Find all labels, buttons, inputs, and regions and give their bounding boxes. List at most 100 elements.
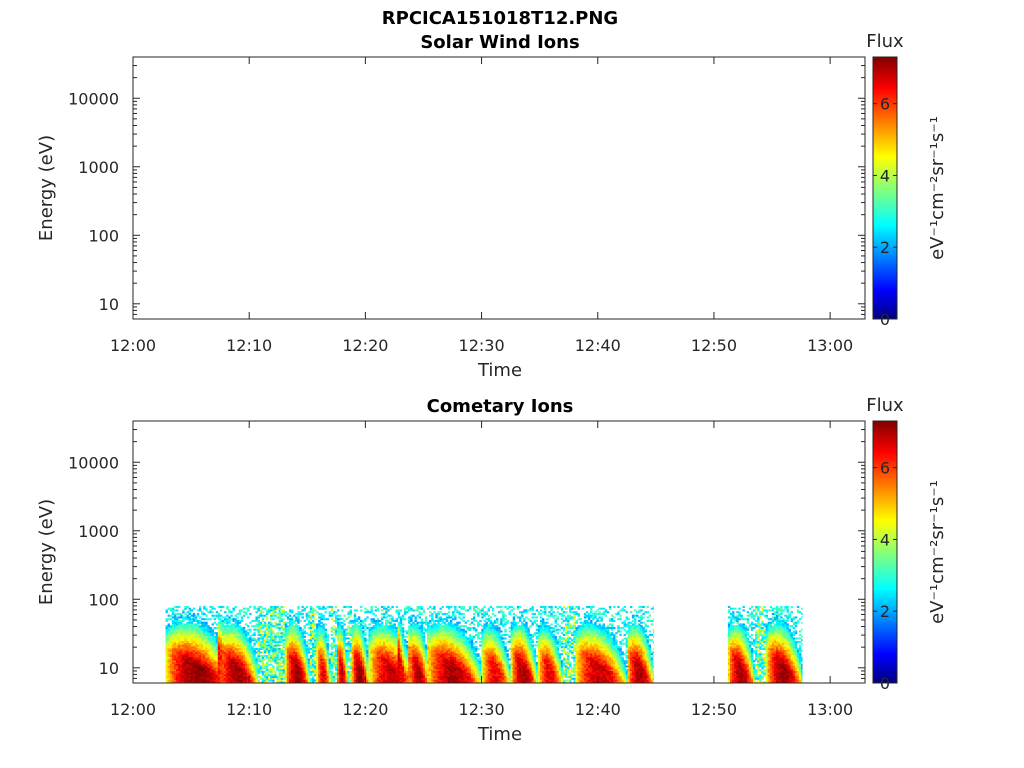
flux-cell — [337, 654, 340, 658]
flux-cell — [199, 616, 202, 619]
flux-cell — [330, 677, 334, 680]
flux-cell — [391, 665, 394, 668]
flux-cell — [196, 668, 200, 672]
flux-cell — [299, 635, 302, 638]
flux-cell — [255, 656, 258, 659]
spectrogram-data — [165, 605, 803, 684]
flux-cell — [433, 674, 436, 677]
flux-cell — [280, 677, 283, 680]
flux-cell — [280, 637, 283, 640]
flux-cell — [389, 644, 392, 647]
flux-cell — [406, 647, 409, 651]
flux-cell — [360, 653, 363, 656]
flux-cell — [385, 630, 388, 633]
flux-cell — [234, 658, 237, 661]
flux-cell — [383, 646, 386, 649]
flux-cell — [270, 632, 273, 635]
flux-cell — [180, 626, 183, 629]
flux-cell — [265, 632, 269, 635]
flux-cell — [203, 653, 206, 656]
flux-cell — [209, 637, 212, 640]
flux-cell — [393, 644, 396, 647]
flux-cell — [280, 660, 283, 663]
flux-cell — [242, 614, 246, 617]
flux-cell — [272, 632, 275, 635]
flux-cell — [309, 609, 313, 612]
flux-cell — [314, 639, 317, 642]
flux-cell — [215, 642, 219, 645]
flux-cell — [291, 675, 294, 679]
flux-cell — [203, 675, 206, 679]
flux-cell — [374, 677, 378, 680]
flux-cell — [184, 674, 187, 677]
flux-cell — [196, 639, 200, 642]
flux-cell — [299, 647, 302, 651]
flux-cell — [364, 607, 367, 610]
flux-cell — [247, 667, 250, 670]
flux-cell — [178, 653, 181, 656]
flux-cell — [406, 653, 409, 656]
flux-cell — [293, 647, 296, 651]
flux-cell — [328, 670, 332, 673]
flux-cell — [314, 672, 317, 675]
flux-cell — [445, 640, 449, 644]
flux-cell — [299, 668, 302, 672]
flux-cell — [301, 679, 304, 682]
flux-cell — [429, 626, 432, 629]
flux-cell — [364, 651, 367, 654]
flux-cell — [196, 637, 200, 640]
flux-cell — [224, 647, 227, 651]
flux-cell — [374, 675, 378, 679]
flux-cell — [332, 619, 336, 622]
flux-cell — [368, 639, 371, 642]
flux-cell — [376, 656, 380, 659]
flux-cell — [368, 646, 371, 649]
flux-cell — [293, 677, 296, 680]
flux-cell — [318, 619, 321, 622]
flux-cell — [441, 619, 444, 622]
flux-cell — [226, 628, 229, 631]
flux-cell — [378, 642, 382, 645]
flux-cell — [215, 635, 219, 638]
flux-cell — [426, 668, 430, 672]
flux-cell — [272, 639, 275, 642]
flux-cell — [167, 677, 171, 680]
flux-cell — [167, 667, 171, 670]
flux-cell — [175, 654, 179, 658]
flux-cell — [397, 644, 401, 647]
flux-cell — [192, 658, 196, 661]
flux-cell — [437, 651, 440, 654]
flux-cell — [378, 672, 382, 675]
flux-cell — [215, 663, 219, 666]
flux-cell — [209, 661, 212, 665]
flux-cell — [403, 607, 407, 610]
flux-cell — [180, 653, 183, 656]
flux-cell — [393, 660, 396, 663]
flux-cell — [257, 628, 260, 631]
flux-cell — [307, 621, 311, 624]
flux-cell — [374, 628, 378, 631]
flux-cell — [324, 660, 327, 663]
flux-cell — [372, 647, 375, 651]
flux-cell — [416, 654, 419, 658]
flux-cell — [326, 656, 329, 659]
flux-cell — [278, 675, 281, 679]
flux-cell — [268, 654, 271, 658]
flux-cell — [240, 677, 244, 680]
flux-cell — [431, 658, 434, 661]
flux-cell — [299, 632, 302, 635]
flux-cell — [435, 644, 438, 647]
flux-cell — [167, 670, 171, 673]
flux-cell — [364, 611, 367, 614]
flux-cell — [180, 651, 183, 654]
flux-cell — [215, 647, 219, 651]
flux-cell — [383, 656, 386, 659]
flux-cell — [322, 642, 325, 645]
flux-cell — [226, 661, 229, 665]
flux-cell — [192, 626, 196, 629]
flux-cell — [376, 668, 380, 672]
flux-cell — [447, 674, 451, 677]
flux-cell — [295, 651, 298, 654]
flux-cell — [303, 635, 306, 638]
flux-cell — [351, 635, 355, 638]
